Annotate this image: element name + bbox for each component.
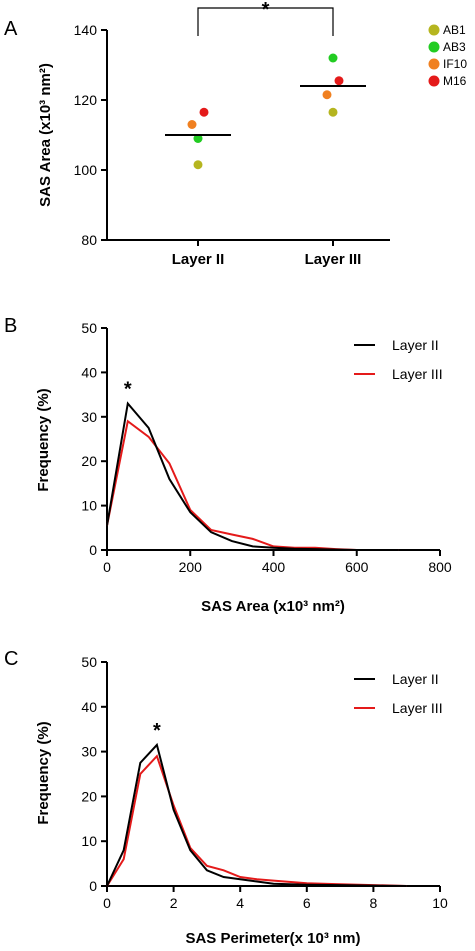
panel-b-legend: Layer II Layer III	[354, 337, 443, 382]
y-tick-label: 120	[74, 92, 98, 108]
x-tick-label: 2	[170, 895, 178, 911]
y-tick-label: 0	[89, 878, 97, 894]
x-tick-label: 6	[303, 895, 311, 911]
significance-star: *	[124, 378, 132, 400]
panel-a-axes: 80 100 120 140 Layer II Layer III	[74, 22, 390, 268]
y-tick-label: 100	[74, 162, 98, 178]
x-tick-label: 0	[103, 559, 111, 575]
significance-bracket	[197, 7, 334, 36]
panel-a-legend: AB1 AB3 IF10 M16	[428, 23, 467, 88]
y-tick-label: 140	[74, 22, 98, 38]
x-tick-label: 800	[428, 559, 452, 575]
panel-c: C Frequency (%) SAS Perimeter(x 10³ nm) …	[4, 648, 448, 947]
y-tick-label: 0	[89, 542, 97, 558]
data-point	[187, 120, 197, 129]
legend-label: IF10	[443, 57, 467, 71]
legend-label: AB3	[443, 40, 466, 54]
panel-c-x-label: SAS Perimeter(x 10³ nm)	[185, 930, 360, 947]
series-line-layer-ii	[106, 742, 407, 887]
data-point	[193, 134, 203, 143]
legend-label: Layer II	[392, 671, 439, 687]
x-tick-label: 0	[103, 895, 111, 911]
y-tick-label: 40	[81, 364, 97, 380]
panel-c-legend: Layer II Layer III	[354, 671, 443, 716]
x-tick-label: 400	[262, 559, 286, 575]
y-tick-label: 80	[81, 232, 97, 248]
y-tick-label: 10	[81, 833, 97, 849]
legend-label: Layer II	[392, 337, 439, 353]
y-tick-label: 30	[81, 744, 97, 760]
x-tick-label: 8	[370, 895, 378, 911]
legend-marker	[428, 58, 440, 70]
significance-star: *	[262, 0, 270, 21]
panel-b-letter: B	[4, 315, 17, 337]
y-tick-label: 40	[81, 699, 97, 715]
legend-marker	[428, 41, 440, 53]
data-point	[199, 107, 209, 117]
y-tick-label: 10	[81, 498, 97, 514]
data-point	[328, 53, 338, 63]
legend-label: M16	[443, 74, 467, 88]
panel-b-axes: 0 10 20 30 40 50 0 200 400 600 800	[81, 320, 451, 575]
series-line-layer-iii	[106, 419, 399, 551]
significance-star: *	[153, 720, 161, 742]
series-line-layer-ii	[106, 401, 399, 551]
y-tick-label: 50	[81, 320, 97, 336]
x-tick-label: Layer III	[305, 251, 362, 268]
panel-c-letter: C	[4, 648, 18, 670]
data-point	[193, 160, 203, 170]
panel-a-y-label: SAS Area (x10³ nm²)	[37, 63, 54, 207]
y-tick-label: 50	[81, 654, 97, 670]
panel-a-letter: A	[4, 18, 18, 40]
y-tick-label: 20	[81, 453, 97, 469]
legend-marker	[428, 24, 440, 36]
data-point	[328, 107, 338, 117]
x-tick-label: 600	[345, 559, 369, 575]
x-tick-label: Layer II	[172, 251, 225, 268]
y-tick-label: 20	[81, 788, 97, 804]
panel-c-marks: *	[106, 720, 407, 887]
panel-a-marks: *	[165, 0, 366, 170]
legend-marker	[428, 75, 440, 87]
panel-b-x-label: SAS Area (x10³ nm²)	[201, 598, 345, 615]
x-tick-label: 10	[432, 895, 448, 911]
x-tick-label: 200	[179, 559, 203, 575]
series-line-layer-iii	[106, 754, 407, 887]
legend-label: Layer III	[392, 700, 443, 716]
legend-label: AB1	[443, 23, 466, 37]
legend-label: Layer III	[392, 366, 443, 382]
data-point	[334, 76, 344, 86]
panel-b-y-label: Frequency (%)	[35, 388, 52, 491]
y-tick-label: 30	[81, 409, 97, 425]
data-point	[322, 90, 332, 100]
panel-b-marks: *	[106, 378, 399, 551]
panel-a: A SAS Area (x10³ nm²) 80 100 120 140 Layer I…	[4, 0, 467, 268]
x-tick-label: 4	[236, 895, 244, 911]
panel-c-y-label: Frequency (%)	[35, 721, 52, 824]
panel-b: B Frequency (%) SAS Area (x10³ nm²) 0 10 2…	[4, 315, 452, 615]
